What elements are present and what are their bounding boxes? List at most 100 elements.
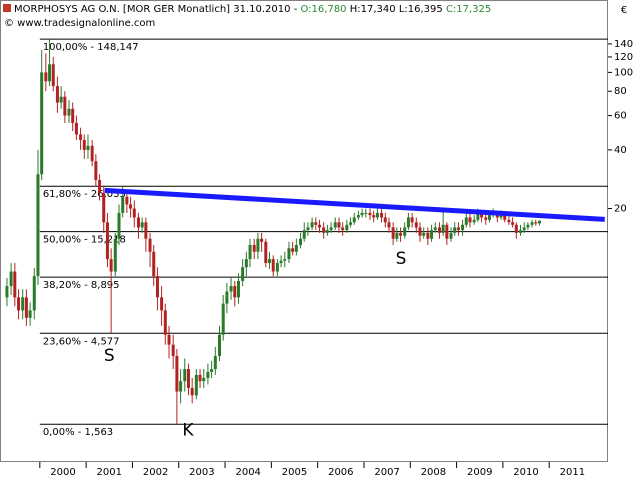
- candle-body: [233, 286, 237, 298]
- candle-body: [464, 217, 468, 225]
- candle-body: [453, 227, 457, 233]
- candle-body: [283, 259, 287, 261]
- candle-body: [337, 222, 341, 228]
- candle-body: [40, 72, 44, 175]
- candle-body: [194, 374, 198, 396]
- candle-body: [175, 356, 179, 392]
- candle-body: [9, 271, 13, 287]
- x-tick-label: 2005: [282, 467, 307, 478]
- candle-body: [236, 280, 240, 298]
- candle-body: [17, 297, 21, 311]
- candle-body: [28, 310, 32, 318]
- y-tick-label: 20: [614, 204, 627, 215]
- x-tick-label: 2010: [513, 467, 538, 478]
- fib-label: 61,80% - 26,035: [43, 189, 126, 200]
- candle-body: [44, 72, 48, 82]
- annotation: S: [104, 346, 115, 366]
- candle-body: [59, 96, 63, 103]
- candle-body: [322, 227, 326, 233]
- y-tick-label: 40: [614, 145, 627, 156]
- candle-body: [129, 204, 133, 209]
- x-tick-label: 2001: [97, 467, 122, 478]
- x-tick-label: 2007: [374, 467, 399, 478]
- candle-body: [487, 215, 491, 220]
- x-tick-label: 2002: [143, 467, 168, 478]
- high-label: H:17,340: [350, 4, 396, 15]
- candle-body: [144, 222, 148, 239]
- candle-body: [530, 222, 534, 225]
- candle-body: [90, 145, 94, 162]
- candle-body: [387, 222, 391, 228]
- candle-body: [55, 86, 59, 103]
- candle-body: [86, 145, 90, 150]
- candle-body: [63, 96, 67, 116]
- candle-body: [333, 222, 337, 228]
- candle-body: [275, 263, 279, 272]
- candle-body: [514, 224, 518, 233]
- candle-body: [445, 224, 449, 239]
- x-tick-label: 2011: [560, 467, 585, 478]
- candle-body: [476, 212, 480, 220]
- x-tick-label: 2009: [467, 467, 492, 478]
- candle-body: [314, 222, 318, 225]
- fib-label: 23,60% - 4,577: [43, 336, 120, 347]
- candle-body: [167, 334, 171, 345]
- candle-body: [36, 174, 40, 277]
- candle-body: [248, 244, 252, 260]
- chart-title-text: MORPHOSYS AG O.N. [MOR GER Monatlich] 31…: [14, 4, 298, 15]
- candle-body: [352, 217, 356, 223]
- candle-body: [437, 227, 441, 233]
- candle-body: [468, 217, 472, 223]
- candle-body: [121, 196, 125, 213]
- candle-body: [113, 238, 117, 272]
- candle-body: [279, 260, 283, 264]
- candle-body: [82, 139, 86, 150]
- trendline: [104, 187, 605, 222]
- candle-body: [426, 232, 430, 239]
- candle-body: [109, 259, 113, 272]
- fib-label: 100,00% - 148,147: [43, 42, 139, 53]
- candle-body: [241, 267, 245, 281]
- x-tick-label: 2004: [235, 467, 260, 478]
- candle-body: [67, 108, 71, 116]
- candle-body: [74, 122, 78, 135]
- candle-body: [13, 271, 17, 298]
- close-label: C:17,325: [446, 4, 491, 15]
- y-tick-label: 140: [614, 39, 633, 50]
- candle-body: [403, 227, 407, 236]
- candle-body: [213, 356, 217, 370]
- candle-body: [32, 276, 36, 311]
- candle-body: [221, 303, 225, 335]
- candle-body: [484, 217, 488, 220]
- candle-body: [160, 297, 164, 311]
- candle-body: [368, 212, 372, 216]
- candle-body: [310, 222, 314, 228]
- candle-body: [349, 222, 353, 225]
- candle-body: [461, 224, 465, 231]
- candle-body: [433, 227, 437, 231]
- candle-body: [79, 134, 83, 140]
- candle-body: [360, 212, 364, 216]
- candle-body: [98, 180, 102, 194]
- candle-body: [329, 227, 333, 231]
- candle-body: [117, 212, 121, 239]
- candle-body: [441, 224, 445, 233]
- candle-body: [198, 374, 202, 382]
- candle-body: [518, 230, 522, 233]
- candle-body: [526, 224, 530, 228]
- candle-body: [163, 310, 167, 335]
- fib-label: 38,20% - 8,895: [43, 280, 120, 291]
- candle-body: [71, 108, 75, 123]
- annotation: K: [182, 421, 194, 441]
- x-tick-label: 2006: [328, 467, 353, 478]
- candle-body: [271, 259, 275, 272]
- candle-body: [102, 193, 106, 223]
- candle-body: [414, 222, 418, 228]
- candle-body: [206, 371, 210, 378]
- candle-body: [499, 215, 503, 218]
- candle-body: [179, 381, 183, 392]
- candle-body: [480, 212, 484, 218]
- annotation: S: [396, 249, 407, 269]
- x-tick-label: 2008: [421, 467, 446, 478]
- candle-body: [399, 232, 403, 236]
